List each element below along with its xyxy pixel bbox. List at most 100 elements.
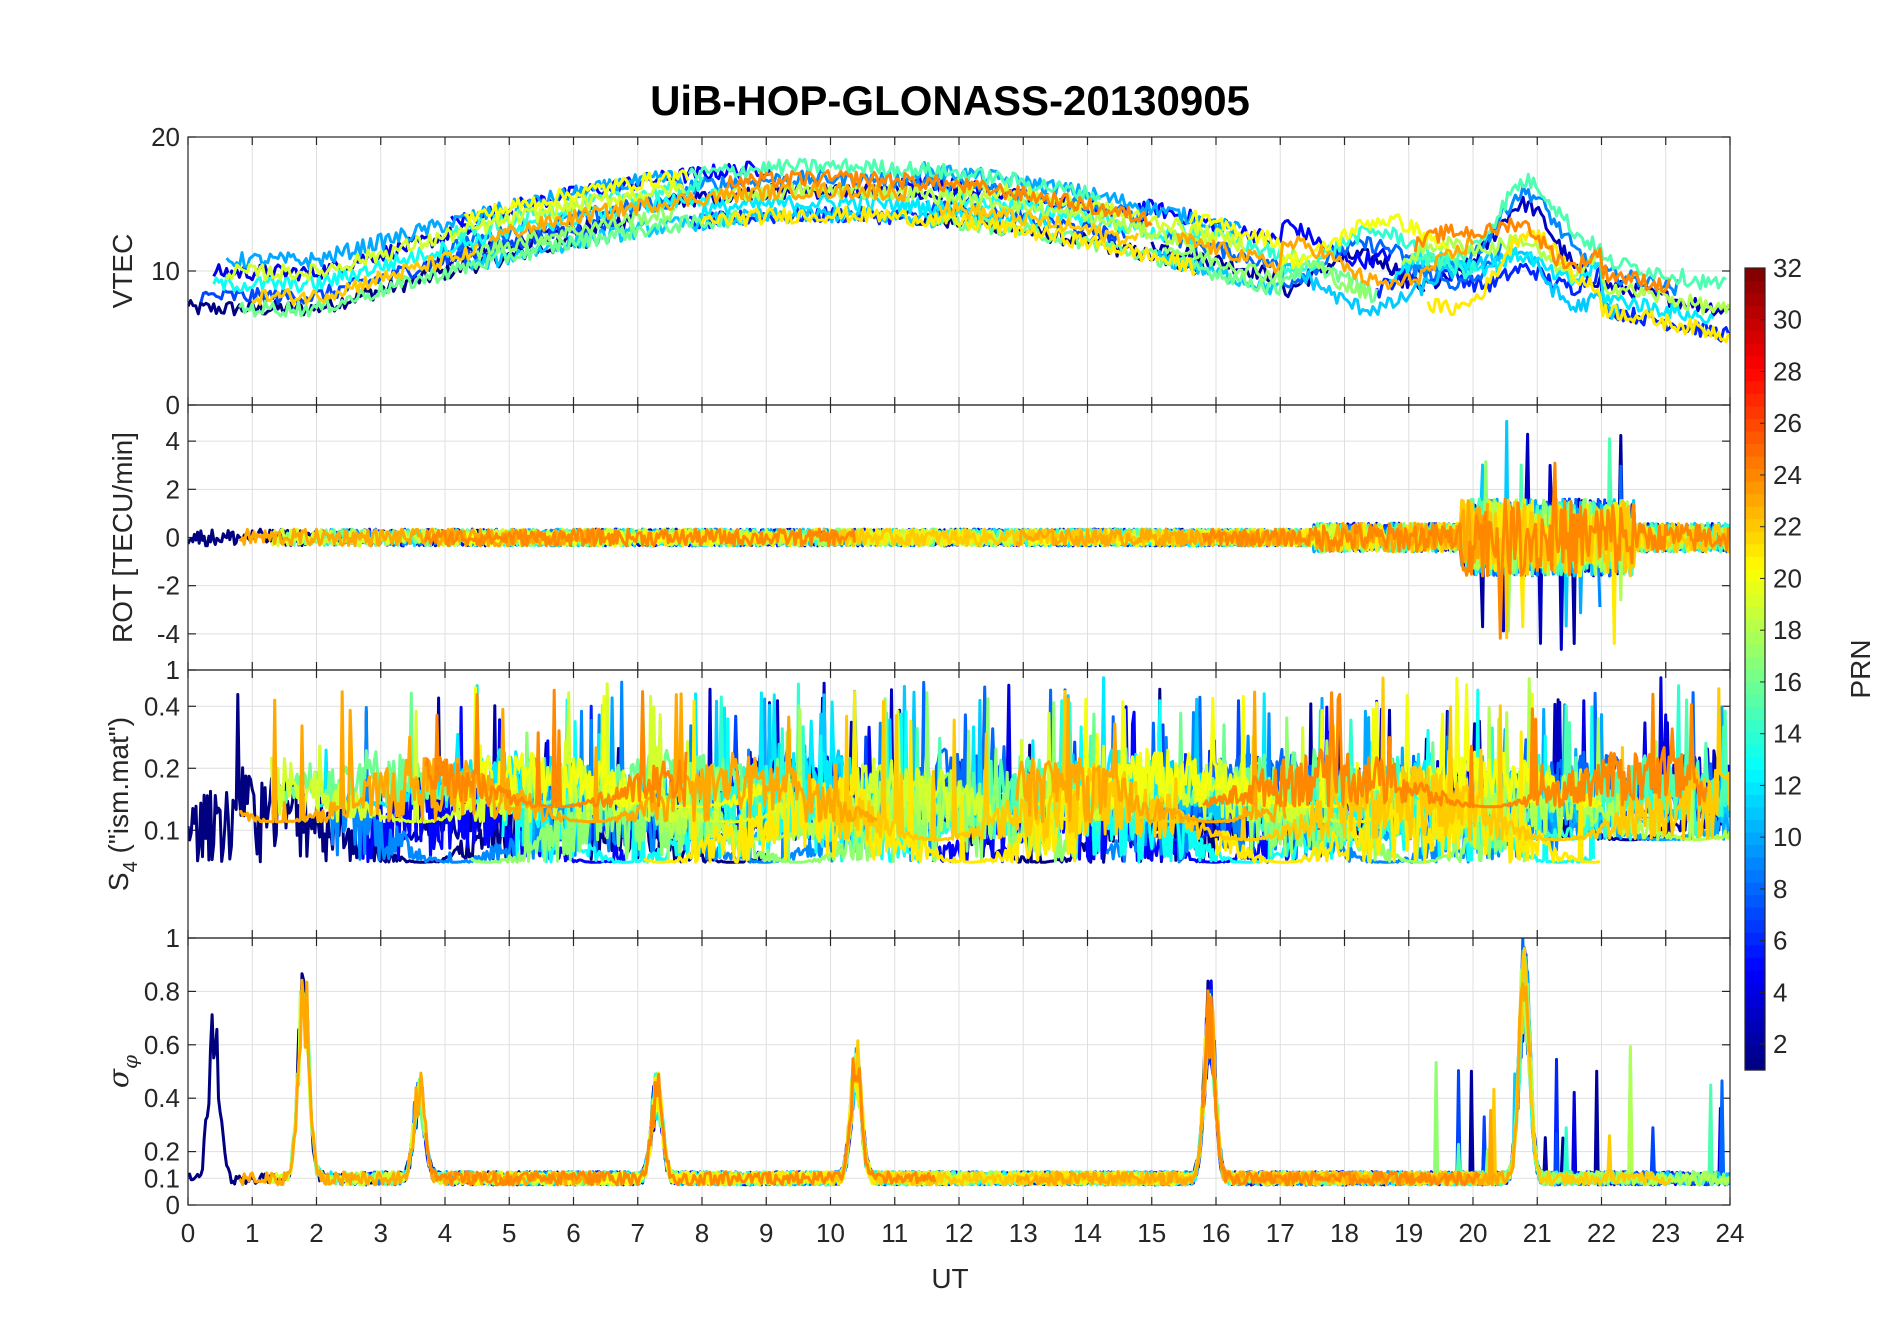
colorbar-cell: [1745, 882, 1765, 896]
x-tick-label: 3: [374, 1218, 388, 1248]
series-line-prn-23: [239, 690, 878, 824]
colorbar-cell: [1745, 618, 1765, 633]
colorbar-cell: [1745, 481, 1765, 495]
colorbar-cell: [1745, 318, 1765, 332]
y-label-main: σ: [102, 1068, 135, 1088]
y-tick-label: 0: [166, 523, 180, 553]
x-tick-label: 7: [631, 1218, 645, 1248]
y-tick-label: 0.2: [144, 753, 180, 783]
colorbar-cell: [1745, 380, 1765, 394]
series-line-prn-24: [1201, 461, 1730, 640]
colorbar-cell: [1745, 957, 1765, 971]
series-line-prn-14: [688, 1052, 1194, 1187]
series-line-prn-6: [546, 1051, 1118, 1187]
colorbar-tick-label: 18: [1773, 615, 1802, 645]
y-label-main: S: [103, 872, 134, 891]
x-tick-label: 5: [502, 1218, 516, 1248]
y-axis-label: S4 ("ism.mat"): [103, 717, 142, 891]
colorbar-cell: [1745, 568, 1765, 582]
colorbar-cell: [1745, 994, 1765, 1008]
y-tick-label: 0.6: [144, 1030, 180, 1060]
x-tick-label: 0: [181, 1218, 195, 1248]
series-line-prn-23: [1015, 982, 1533, 1187]
y-tick-label: 0.4: [144, 691, 180, 721]
colorbar-cell: [1745, 593, 1765, 607]
colorbar-tick-label: 2: [1773, 1029, 1787, 1059]
y-label-rest: ("ism.mat"): [103, 717, 134, 861]
x-tick-label: 4: [438, 1218, 452, 1248]
colorbar-cell: [1745, 706, 1765, 720]
colorbar-cell: [1745, 831, 1765, 846]
x-tick-label: 9: [759, 1218, 773, 1248]
y-tick-label: 4: [166, 426, 180, 456]
x-tick-label: 15: [1137, 1218, 1166, 1248]
colorbar-cell: [1745, 343, 1765, 357]
x-tick-label: 6: [566, 1218, 580, 1248]
colorbar-cell: [1745, 556, 1765, 570]
y-tick-label: -4: [157, 619, 180, 649]
colorbar-cell: [1745, 330, 1765, 344]
series-line-prn-16: [284, 990, 686, 1187]
panel-4: 00.10.2 0.4 0.6 0.8 1 σφ: [102, 923, 1731, 1220]
colorbar-cell: [1745, 894, 1765, 908]
series-line-prn-21: [1214, 730, 1601, 864]
colorbar-tick-label: 16: [1773, 667, 1802, 697]
colorbar-cell: [1745, 982, 1765, 996]
colorbar-cell: [1745, 268, 1765, 282]
x-axis-label: UT: [931, 1263, 968, 1294]
colorbar-tick-label: 22: [1773, 512, 1802, 542]
series-line-prn-18: [655, 1052, 1175, 1187]
series-group: [188, 676, 1730, 864]
colorbar-cell: [1745, 819, 1765, 833]
colorbar-cell: [1745, 1032, 1765, 1046]
colorbar-cell: [1745, 731, 1765, 745]
colorbar-cell: [1745, 430, 1765, 445]
x-tick-label: 11: [881, 1218, 908, 1248]
series-line-prn-19: [841, 1057, 1130, 1187]
series-line-prn-22: [251, 244, 479, 306]
series-line-prn-21: [1426, 229, 1730, 344]
series-line-prn-16: [925, 211, 1379, 303]
x-tick-label: 19: [1394, 1218, 1423, 1248]
colorbar-tick-label: 20: [1773, 563, 1802, 593]
colorbar-label: PRN: [1845, 639, 1876, 698]
series-line-prn-10: [514, 1047, 1155, 1187]
colorbar-cell: [1745, 606, 1765, 620]
y-tick-label: 1: [166, 655, 180, 685]
series-line-prn-22: [938, 200, 1139, 247]
series-line-prn-9: [1105, 1015, 1511, 1187]
colorbar-cell: [1745, 506, 1765, 520]
colorbar-cell: [1745, 518, 1765, 532]
y-axis-label: ROT [TECU/min]: [107, 432, 138, 643]
colorbar-cell: [1745, 631, 1765, 645]
series-line-prn-23: [488, 181, 908, 243]
colorbar-tick-label: 14: [1773, 719, 1802, 749]
series-line-prn-23: [1015, 690, 1287, 824]
colorbar-cell: [1745, 455, 1765, 470]
x-tick-label: 16: [1202, 1218, 1231, 1248]
colorbar-frame: [1744, 267, 1766, 1071]
x-tick-label: 1: [245, 1218, 259, 1248]
series-line-prn-20: [456, 686, 763, 809]
y-axis-label: σφ: [102, 1055, 142, 1088]
series-line-prn-17: [475, 205, 675, 261]
x-tick-label: 20: [1459, 1218, 1488, 1248]
series-line-prn-24: [424, 688, 688, 809]
x-tick-label: 13: [1009, 1218, 1038, 1248]
colorbar-cell: [1745, 280, 1765, 294]
series-line-prn-22: [829, 1012, 1390, 1187]
series-line-prn-2: [1150, 947, 1626, 1187]
y-tick-label: -2: [157, 571, 180, 601]
series-line-prn-4: [745, 999, 1356, 1187]
colorbar-tick-label: 10: [1773, 822, 1802, 852]
series-group: [188, 938, 1730, 1187]
series-line-prn-18: [1433, 968, 1730, 1187]
colorbar-tick-label: 24: [1773, 460, 1802, 490]
colorbar-tick-label: 30: [1773, 305, 1802, 335]
y-tick-label: 0.4: [144, 1083, 180, 1113]
y-tick-label: 0: [166, 1190, 180, 1220]
colorbar-cell: [1745, 368, 1765, 382]
